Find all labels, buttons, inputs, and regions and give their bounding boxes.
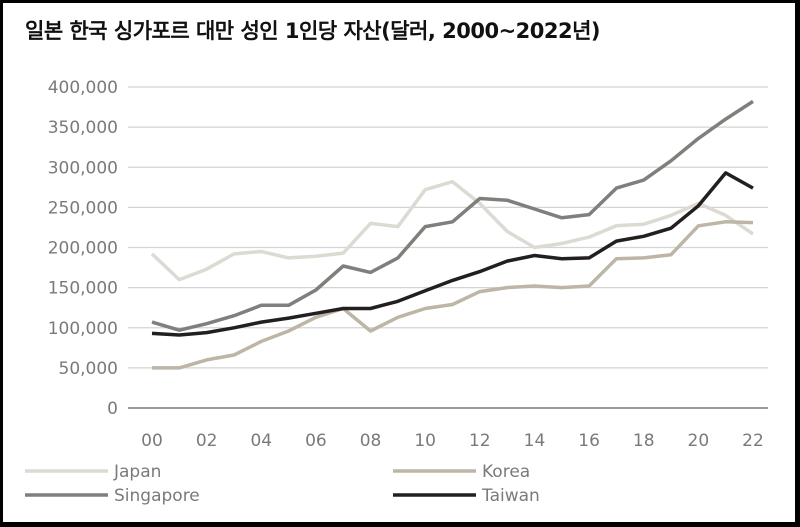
x-tick-label: 08 <box>360 431 382 451</box>
x-tick-label: 14 <box>524 431 546 451</box>
series-line-singapore <box>151 99 754 332</box>
y-tick-label: 50,000 <box>59 359 118 379</box>
legend-label-japan: Japan <box>113 462 161 482</box>
line-chart: 0 50,000 100,000 150,000 200,000 250,000 300,0… <box>25 78 768 506</box>
y-tick-label: 250,000 <box>48 198 118 218</box>
x-tick-label: 04 <box>250 431 272 451</box>
legend-label-taiwan: Taiwan <box>481 486 540 506</box>
y-tick-label: 350,000 <box>48 118 118 138</box>
x-tick-label: 18 <box>633 431 655 451</box>
legend-label-singapore: Singapore <box>114 486 200 506</box>
y-tick-label: 0 <box>107 399 118 419</box>
x-tick-label: 10 <box>414 431 436 451</box>
series-line-korea <box>152 220 754 370</box>
y-tick-label: 100,000 <box>48 319 118 339</box>
series-line-taiwan <box>151 171 754 337</box>
y-tick-label: 400,000 <box>48 78 118 98</box>
x-tick-label: 22 <box>742 431 764 451</box>
y-tick-label: 300,000 <box>48 158 118 178</box>
y-tick-label: 200,000 <box>48 239 118 259</box>
x-tick-label: 16 <box>578 431 600 451</box>
x-tick-label: 06 <box>305 431 327 451</box>
chart-frame: 일본 한국 싱가포르 대만 성인 1인당 자산(달러, 2000~2022년) … <box>3 3 795 522</box>
chart-title: 일본 한국 싱가포르 대만 성인 1인당 자산(달러, 2000~2022년) <box>25 19 601 43</box>
x-tick-label: 12 <box>469 431 491 451</box>
x-tick-label: 20 <box>688 431 710 451</box>
x-tick-label: 00 <box>141 431 163 451</box>
x-tick-label: 02 <box>196 431 218 451</box>
y-tick-label: 150,000 <box>48 279 118 299</box>
legend-label-korea: Korea <box>482 462 530 482</box>
series-line-japan <box>150 179 754 282</box>
